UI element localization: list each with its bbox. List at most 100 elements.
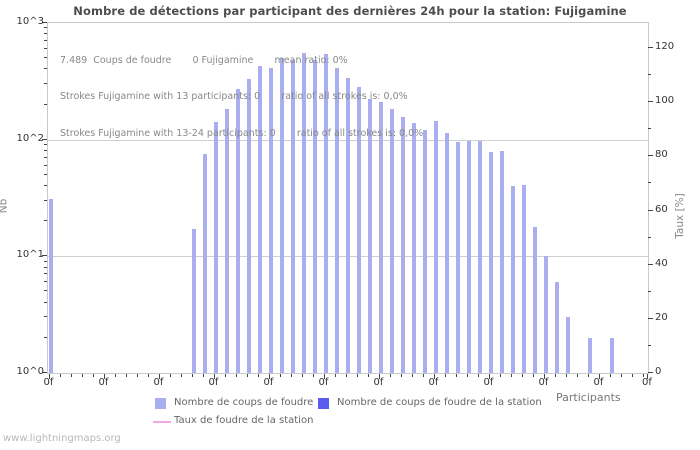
x-axis-label: Participants [556,391,621,404]
bar [401,117,406,373]
legend-swatch-strokes-icon [155,398,166,409]
bar [555,282,560,373]
bar [379,102,384,373]
x-minor-tick [59,374,61,377]
y-axis-label-left: Nb [0,198,10,214]
y-tick-right [648,372,653,373]
legend-item-station-strokes: Nombre de coups de foudre de la station [337,397,542,408]
x-tick-label: 0f [642,377,652,388]
x-minor-tick [455,374,457,377]
bar [467,141,472,373]
x-tick-label: 0f [483,377,494,388]
annotation-block: 7.489 Coups de foudre 0 Fujigamine mean … [60,30,423,165]
x-minor-tick [499,374,501,377]
bar [324,54,329,373]
bar [346,78,351,373]
bar [489,152,494,373]
y-minor-tick-left [44,144,47,145]
x-tick [213,374,215,379]
y-minor-tick-right [648,236,651,238]
x-minor-tick [246,374,248,377]
x-minor-tick [125,374,127,377]
x-tick [48,374,50,379]
x-minor-tick [587,374,589,377]
x-minor-tick [81,374,83,377]
x-tick-label: 0f [153,377,164,388]
y-minor-tick-left [44,199,47,201]
y-tick-label-right: 0 [655,366,662,377]
y-minor-tick-left [44,290,47,292]
x-minor-tick [466,374,468,377]
x-tick [543,374,545,379]
y-tick-right [648,101,653,103]
x-minor-tick [367,374,369,377]
bar [280,57,285,373]
x-tick-label: 0f [263,377,274,388]
bar [533,226,538,373]
legend-item-station-ratio: Taux de foudre de la station [174,415,314,426]
bar [423,129,428,373]
y-minor-tick-left [44,266,47,268]
y-minor-tick-left [44,149,47,151]
x-minor-tick [389,374,391,377]
bar [225,108,230,373]
x-tick-label: 0f [373,377,384,388]
y-minor-tick-right [648,74,651,76]
y-minor-tick-left [44,103,47,105]
x-tick [158,374,160,379]
x-tick [433,374,435,379]
y-tick-right [648,317,653,319]
y-minor-tick-left [44,220,47,222]
x-minor-tick [411,374,413,377]
legend-swatch-station-ratio-icon [153,421,171,423]
x-minor-tick [235,374,237,377]
y-minor-tick-left [44,173,47,175]
annotation-line-3: Strokes Fujigamine with 13-24 participan… [60,128,424,140]
y-minor-tick-right [648,290,651,292]
bar [49,199,54,373]
x-minor-tick [400,374,402,377]
bar [236,89,241,373]
bar [412,122,417,373]
y-tick-left [42,22,47,23]
x-tick [103,374,105,379]
y-tick-label-right: 80 [655,149,668,161]
x-tick-label: 0f [208,377,219,388]
x-minor-tick [565,374,567,377]
x-minor-tick [224,374,226,377]
y-minor-tick-left [44,185,47,187]
x-minor-tick [169,374,171,377]
x-minor-tick [147,374,149,377]
bar [588,337,593,373]
bar [610,337,615,373]
bar [445,132,450,373]
x-minor-tick [180,374,182,377]
x-minor-tick [191,374,193,377]
x-minor-tick [631,374,633,377]
y-minor-tick-left [44,33,47,35]
x-minor-tick [290,374,292,377]
x-minor-tick [312,374,314,377]
bar [434,120,439,373]
x-minor-tick [521,374,523,377]
x-minor-tick [301,374,303,377]
y-tick-label-left: 10^3 [16,16,44,27]
x-tick [268,374,270,379]
x-tick-label: 0f [538,377,549,388]
bar [500,150,505,373]
bar [203,154,208,373]
x-minor-tick [334,374,336,377]
x-minor-tick [576,374,578,377]
y-tick-label-right: 60 [655,203,668,215]
x-tick-label: 0f [98,377,109,388]
bar [269,68,274,373]
bar [478,141,483,373]
x-minor-tick [202,374,204,377]
y-minor-tick-left [44,273,47,275]
y-minor-tick-left [44,281,47,283]
y-tick-right [648,155,653,157]
y-axis-label-right: Taux [%] [673,193,686,239]
y-tick-label-right: 120 [655,41,675,52]
y-tick-left [42,372,47,373]
